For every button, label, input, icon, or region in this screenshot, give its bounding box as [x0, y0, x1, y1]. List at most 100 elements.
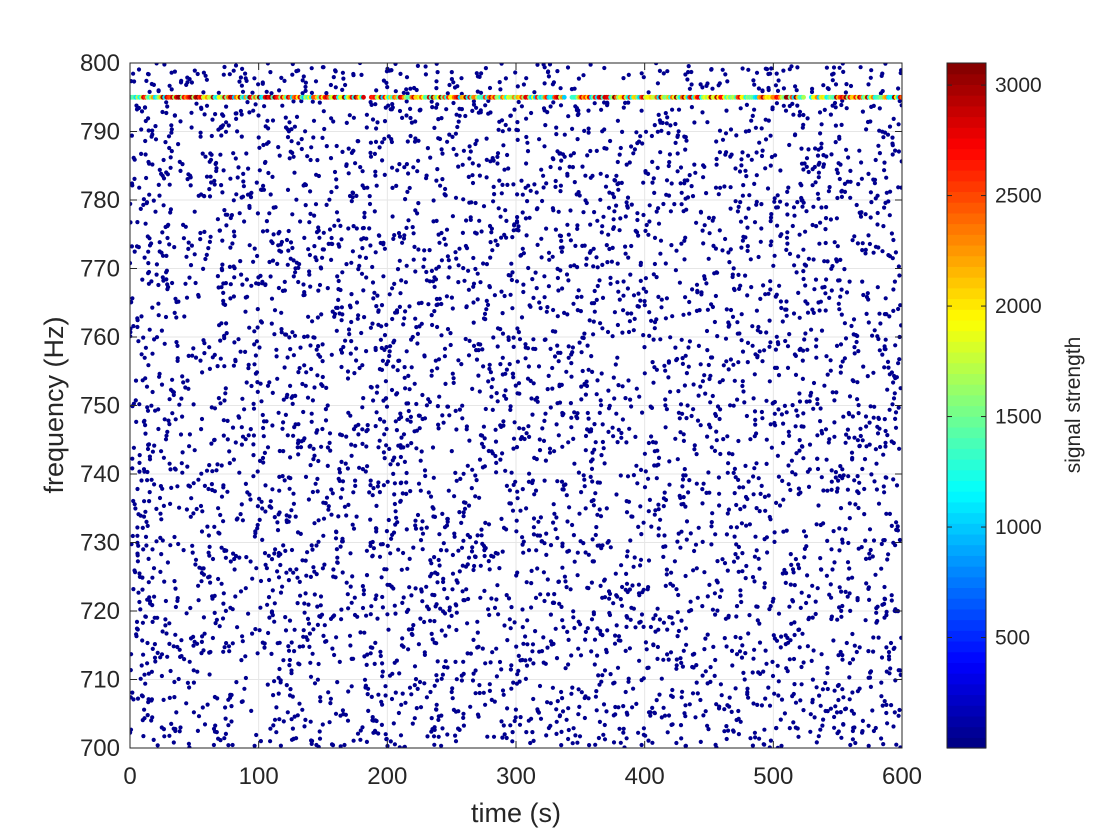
- noise-point: [695, 290, 700, 295]
- noise-point: [466, 287, 471, 292]
- noise-point: [393, 419, 398, 424]
- noise-point: [638, 134, 643, 139]
- noise-point: [361, 396, 366, 401]
- noise-point: [828, 358, 833, 363]
- noise-point: [790, 598, 795, 603]
- noise-point: [876, 245, 881, 250]
- noise-point: [867, 556, 872, 561]
- noise-point: [528, 740, 533, 746]
- noise-point: [230, 742, 235, 748]
- noise-point: [219, 545, 224, 550]
- noise-point: [856, 490, 861, 496]
- noise-point: [373, 102, 378, 107]
- noise-point: [141, 514, 147, 519]
- noise-point: [341, 76, 346, 81]
- noise-point: [714, 745, 719, 748]
- noise-point: [231, 229, 237, 234]
- noise-point: [783, 580, 788, 586]
- noise-point: [784, 235, 790, 240]
- noise-point: [642, 371, 647, 376]
- noise-point: [130, 690, 135, 695]
- noise-point: [532, 182, 537, 187]
- noise-point: [160, 275, 165, 280]
- noise-point: [731, 362, 736, 367]
- noise-point: [627, 160, 632, 165]
- noise-point: [555, 69, 560, 74]
- noise-point: [792, 632, 797, 638]
- noise-point: [583, 506, 588, 511]
- noise-point: [255, 253, 260, 259]
- noise-point: [224, 104, 229, 109]
- noise-point: [498, 214, 503, 219]
- noise-point: [882, 417, 887, 422]
- noise-point: [473, 200, 478, 206]
- noise-point: [511, 446, 516, 451]
- noise-point: [443, 242, 448, 247]
- noise-point: [439, 230, 444, 236]
- noise-point: [364, 275, 369, 280]
- noise-point: [415, 512, 421, 518]
- noise-point: [830, 78, 835, 83]
- noise-point: [885, 433, 890, 438]
- noise-point: [310, 651, 315, 656]
- noise-point: [576, 687, 581, 692]
- noise-point: [463, 113, 468, 119]
- noise-point: [752, 181, 757, 186]
- noise-point: [793, 132, 798, 137]
- noise-point: [884, 669, 889, 674]
- noise-point: [636, 291, 641, 296]
- noise-point: [770, 673, 776, 679]
- noise-point: [716, 192, 721, 197]
- noise-point: [523, 185, 528, 190]
- noise-point: [368, 543, 373, 549]
- noise-point: [315, 677, 320, 682]
- noise-point: [852, 345, 857, 350]
- noise-point: [537, 649, 542, 654]
- noise-point: [678, 402, 684, 407]
- noise-point: [432, 514, 438, 520]
- noise-point: [454, 627, 459, 633]
- noise-point: [814, 740, 819, 745]
- noise-point: [682, 711, 687, 716]
- noise-point: [270, 174, 275, 179]
- noise-point: [586, 126, 591, 131]
- noise-point: [235, 625, 240, 630]
- noise-point: [171, 644, 176, 649]
- noise-point: [868, 75, 873, 80]
- noise-point: [515, 120, 520, 125]
- noise-point: [709, 445, 714, 450]
- noise-point: [216, 396, 221, 401]
- noise-point: [498, 457, 503, 462]
- noise-point: [858, 65, 863, 70]
- noise-point: [568, 264, 573, 269]
- noise-point: [359, 271, 365, 276]
- noise-point: [332, 311, 338, 317]
- noise-point: [305, 395, 311, 400]
- noise-point: [728, 247, 733, 252]
- noise-point: [164, 270, 169, 275]
- noise-point: [461, 538, 466, 543]
- noise-point: [875, 431, 881, 436]
- noise-point: [582, 695, 587, 701]
- noise-point: [794, 88, 799, 93]
- noise-point: [232, 266, 237, 271]
- noise-point: [803, 283, 808, 288]
- noise-point: [303, 129, 308, 134]
- noise-point: [454, 578, 459, 583]
- noise-point: [777, 283, 782, 288]
- noise-point: [470, 467, 475, 472]
- noise-point: [311, 446, 316, 451]
- noise-point: [188, 183, 193, 188]
- noise-point: [515, 220, 520, 225]
- noise-point: [898, 303, 902, 308]
- noise-point: [199, 651, 204, 656]
- noise-point: [648, 713, 653, 718]
- noise-point: [360, 584, 365, 589]
- noise-point: [389, 107, 394, 112]
- noise-point: [597, 719, 603, 725]
- noise-point: [530, 412, 535, 417]
- noise-point: [204, 174, 210, 179]
- noise-point: [349, 199, 354, 204]
- noise-point: [314, 258, 319, 263]
- noise-point: [705, 723, 710, 728]
